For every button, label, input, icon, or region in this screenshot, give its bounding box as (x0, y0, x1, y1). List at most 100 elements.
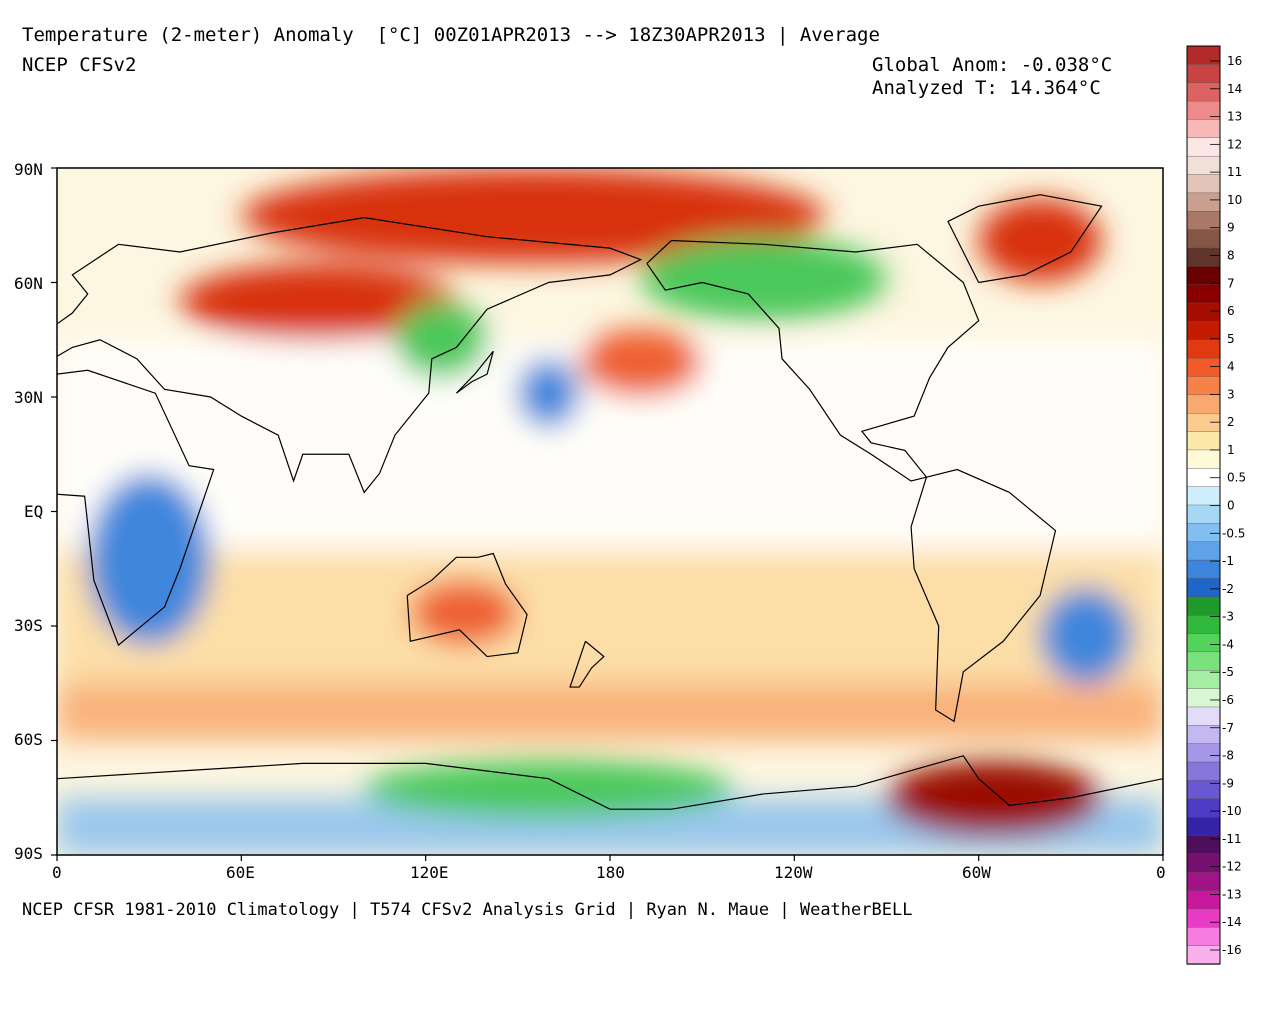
colorbar-swatch (1186, 339, 1221, 359)
colorbar-swatch (1186, 192, 1221, 212)
colorbar-label: -12 (1222, 860, 1242, 874)
colorbar-label: 3 (1227, 387, 1235, 401)
colorbar-swatch (1186, 706, 1221, 727)
colorbar-label: -2 (1222, 582, 1234, 596)
colorbar-label: 10 (1227, 193, 1242, 207)
colorbar-swatch (1186, 174, 1221, 194)
colorbar-swatch (1186, 64, 1221, 84)
footer-credits: NCEP CFSR 1981-2010 Climatology | T574 C… (22, 900, 913, 920)
colorbar-swatch (1186, 596, 1221, 616)
colorbar-swatch (1186, 633, 1221, 653)
lon-label: 180 (596, 863, 625, 882)
colorbar-label: -14 (1222, 915, 1242, 929)
colorbar-label: 12 (1227, 137, 1242, 151)
colorbar-swatch (1186, 523, 1221, 543)
colorbar-swatch (1186, 761, 1221, 782)
colorbar-label: -9 (1222, 776, 1234, 790)
colorbar-label: -5 (1222, 665, 1234, 679)
colorbar-label: 6 (1227, 304, 1235, 318)
colorbar-label: 11 (1227, 165, 1242, 179)
colorbar-label: -3 (1222, 610, 1234, 624)
colorbar-swatch (1186, 229, 1221, 249)
colorbar-swatch (1186, 119, 1221, 139)
lat-label: 30S (14, 616, 43, 635)
colorbar-swatch (1186, 357, 1221, 378)
colorbar-label: 16 (1227, 54, 1242, 68)
colorbar-swatch (1186, 872, 1221, 892)
greenland-coast (947, 194, 1103, 284)
colorbar-label: -0.5 (1222, 526, 1245, 540)
colorbar-swatch (1186, 890, 1221, 910)
lon-label: 60W (962, 863, 991, 882)
colorbar-label: 4 (1227, 360, 1235, 374)
colorbar-swatch (1186, 82, 1221, 102)
anomaly-regions (57, 168, 1163, 855)
colorbar-label: -4 (1222, 637, 1234, 651)
anomaly-region (394, 301, 488, 378)
colorbar-swatch (1186, 798, 1221, 818)
colorbar-swatch (1186, 302, 1221, 323)
colorbar-swatch (1186, 266, 1221, 286)
lon-label: 0 (52, 863, 62, 882)
anomaly-region (640, 236, 887, 321)
colorbar-swatch (1186, 835, 1221, 855)
colorbar-label: -1 (1222, 554, 1234, 568)
colorbar-swatch (1186, 137, 1221, 157)
colorbar-swatch (1186, 247, 1221, 268)
anomaly-region (579, 328, 703, 397)
colorbar-swatch (1186, 945, 1221, 965)
colorbar-swatch (1186, 816, 1221, 837)
colorbar-swatch (1186, 284, 1221, 304)
colorbar-label: 1 (1227, 443, 1235, 457)
colorbar-label: 2 (1227, 415, 1235, 429)
colorbar-swatch (1186, 449, 1221, 469)
analyzed-temperature-label: Analyzed T: 14.364°C (872, 77, 1101, 99)
colorbar-swatch (1186, 927, 1221, 947)
global-anomaly-label: Global Anom: -0.038°C (872, 54, 1113, 76)
anomaly-region (886, 759, 1102, 836)
colorbar-swatch (1186, 45, 1221, 66)
colorbar-label: 7 (1227, 276, 1235, 290)
anomaly-region (241, 168, 826, 264)
colorbar-swatch (1186, 651, 1221, 671)
colorbar-swatch (1186, 578, 1221, 598)
colorbar-swatch (1186, 376, 1221, 396)
lat-label: 30N (14, 388, 43, 407)
colorbar-swatch (1186, 486, 1221, 506)
colorbar-swatch (1186, 413, 1221, 433)
colorbar-swatch (1186, 688, 1221, 708)
lat-label: 60N (14, 274, 43, 293)
colorbar-swatch (1186, 743, 1221, 763)
colorbar-swatch (1186, 100, 1221, 121)
colorbar-swatch (1186, 211, 1221, 231)
europe-asia-coast (57, 217, 643, 494)
colorbar-swatch (1186, 853, 1221, 873)
new-zealand-coast (569, 640, 605, 688)
colorbar-swatch (1186, 541, 1221, 561)
colorbar-label: 8 (1227, 248, 1235, 262)
colorbar-swatch (1186, 504, 1221, 525)
japan-coast (455, 350, 494, 394)
colorbar-label: -10 (1222, 804, 1242, 818)
anomaly-region (364, 759, 733, 817)
lat-label: 90N (14, 160, 43, 179)
lon-label: 120W (774, 863, 813, 882)
colorbar-swatch (1186, 321, 1221, 341)
south-america-coast (910, 468, 1057, 723)
colorbar-label: -8 (1222, 749, 1234, 763)
anomaly-band (57, 683, 1163, 741)
colorbar-swatch (1186, 670, 1221, 690)
anomaly-region (517, 358, 580, 428)
colorbar-label: 14 (1227, 82, 1242, 96)
colorbar-label: -11 (1222, 832, 1242, 846)
anomaly-region (1040, 587, 1133, 684)
colorbar-label: -6 (1222, 693, 1234, 707)
lat-label: EQ (24, 502, 44, 521)
anomaly-band (57, 435, 1163, 550)
colorbar-label: -7 (1222, 721, 1234, 735)
colorbar-label: 0 (1227, 499, 1235, 513)
colorbar-swatch (1186, 394, 1221, 414)
colorbar-swatch (1186, 908, 1221, 928)
lat-label: 90S (14, 844, 43, 863)
